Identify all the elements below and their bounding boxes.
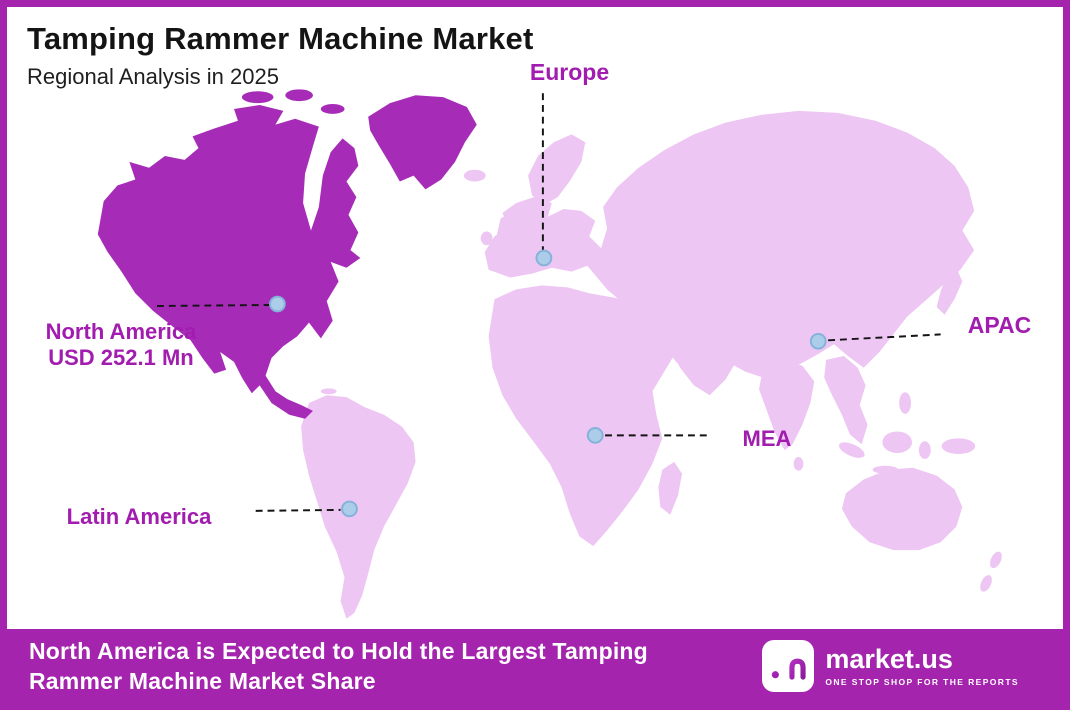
header: Tamping Rammer Machine Market Regional A… — [27, 21, 534, 90]
landmass-japan — [936, 267, 963, 315]
regions-light-group — [301, 110, 1002, 619]
landmass-arctic-island-4 — [255, 109, 276, 120]
world-map — [97, 89, 1002, 619]
landmass-madagascar — [658, 461, 683, 515]
marker-apac — [809, 332, 827, 350]
landmass-caribbean — [320, 388, 337, 395]
brand-logo: market.us ONE STOP SHOP FOR THE REPORTS — [762, 640, 1019, 692]
landmass-iceland — [463, 169, 486, 182]
landmass-arabia — [672, 326, 738, 396]
banner-caption-line2: Rammer Machine Market Share — [29, 668, 376, 694]
marker-north-america — [269, 295, 286, 313]
page-subtitle: Regional Analysis in 2025 — [27, 64, 279, 89]
label-north-america: North America USD 252.1 Mn — [21, 319, 221, 372]
banner-caption: North America is Expected to Hold the La… — [29, 636, 648, 697]
leader-lines-group — [157, 93, 941, 512]
page-title: Tamping Rammer Machine Market — [27, 21, 534, 56]
landmass-borneo — [882, 431, 913, 454]
landmass-india — [759, 359, 815, 451]
landmass-africa — [488, 285, 677, 547]
label-mea: MEA — [742, 426, 792, 451]
landmass-australia — [841, 467, 963, 551]
label-europe: Europe — [529, 59, 610, 85]
landmass-arctic-island-3 — [320, 104, 345, 114]
brand-name: market.us — [825, 644, 953, 675]
landmass-ireland — [480, 231, 493, 246]
banner-caption-line1: North America is Expected to Hold the La… — [29, 637, 648, 664]
marker-mea — [586, 427, 604, 444]
landmass-arctic-island-1 — [241, 91, 274, 104]
marketus-monogram-icon — [772, 657, 806, 680]
label-latin-america: Latin America — [66, 504, 212, 529]
region-north-america-group — [97, 89, 477, 419]
landmass-uk — [496, 210, 519, 249]
landmass-scandinavia — [528, 134, 586, 206]
landmass-philippines — [899, 392, 912, 414]
brand-tagline: ONE STOP SHOP FOR THE REPORTS — [825, 676, 1019, 687]
landmass-sulawesi — [918, 441, 931, 459]
landmass-south-america — [301, 395, 416, 619]
label-apac: APAC — [967, 312, 1032, 338]
landmass-new-zealand-north — [990, 551, 1002, 569]
landmass-eurasia — [484, 110, 975, 378]
north-america-value: USD 252.1 Mn — [48, 345, 194, 371]
brand-text: market.us ONE STOP SHOP FOR THE REPORTS — [825, 644, 1019, 687]
landmass-indochina — [824, 355, 868, 445]
landmass-north-america — [97, 105, 361, 419]
leader-line-latin-america — [255, 508, 341, 512]
north-america-name: North America — [45, 319, 197, 344]
landmass-sumatra — [838, 442, 865, 458]
landmass-new-zealand-south — [980, 575, 992, 592]
bottom-banner: North America is Expected to Hold the La… — [7, 629, 1063, 703]
landmass-sri-lanka — [793, 456, 804, 471]
marker-latin-america — [341, 500, 358, 518]
landmass-arctic-island-2 — [285, 89, 313, 102]
marketus-logo-icon — [762, 640, 815, 692]
marker-europe — [535, 249, 553, 267]
landmass-new-guinea — [941, 438, 976, 455]
markers-group — [269, 249, 827, 518]
landmass-greenland — [368, 95, 477, 190]
